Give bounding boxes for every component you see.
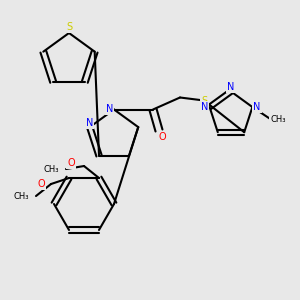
Text: N: N <box>86 118 93 128</box>
Text: O: O <box>158 131 166 142</box>
Text: S: S <box>201 95 207 106</box>
Text: N: N <box>227 82 235 92</box>
Text: O: O <box>38 179 45 189</box>
Text: S: S <box>66 22 72 32</box>
Text: N: N <box>200 102 208 112</box>
Text: CH₃: CH₃ <box>43 164 58 173</box>
Text: O: O <box>68 158 75 168</box>
Text: CH₃: CH₃ <box>270 115 286 124</box>
Text: N: N <box>106 104 113 115</box>
Text: N: N <box>253 102 261 112</box>
Text: CH₃: CH₃ <box>13 191 28 200</box>
